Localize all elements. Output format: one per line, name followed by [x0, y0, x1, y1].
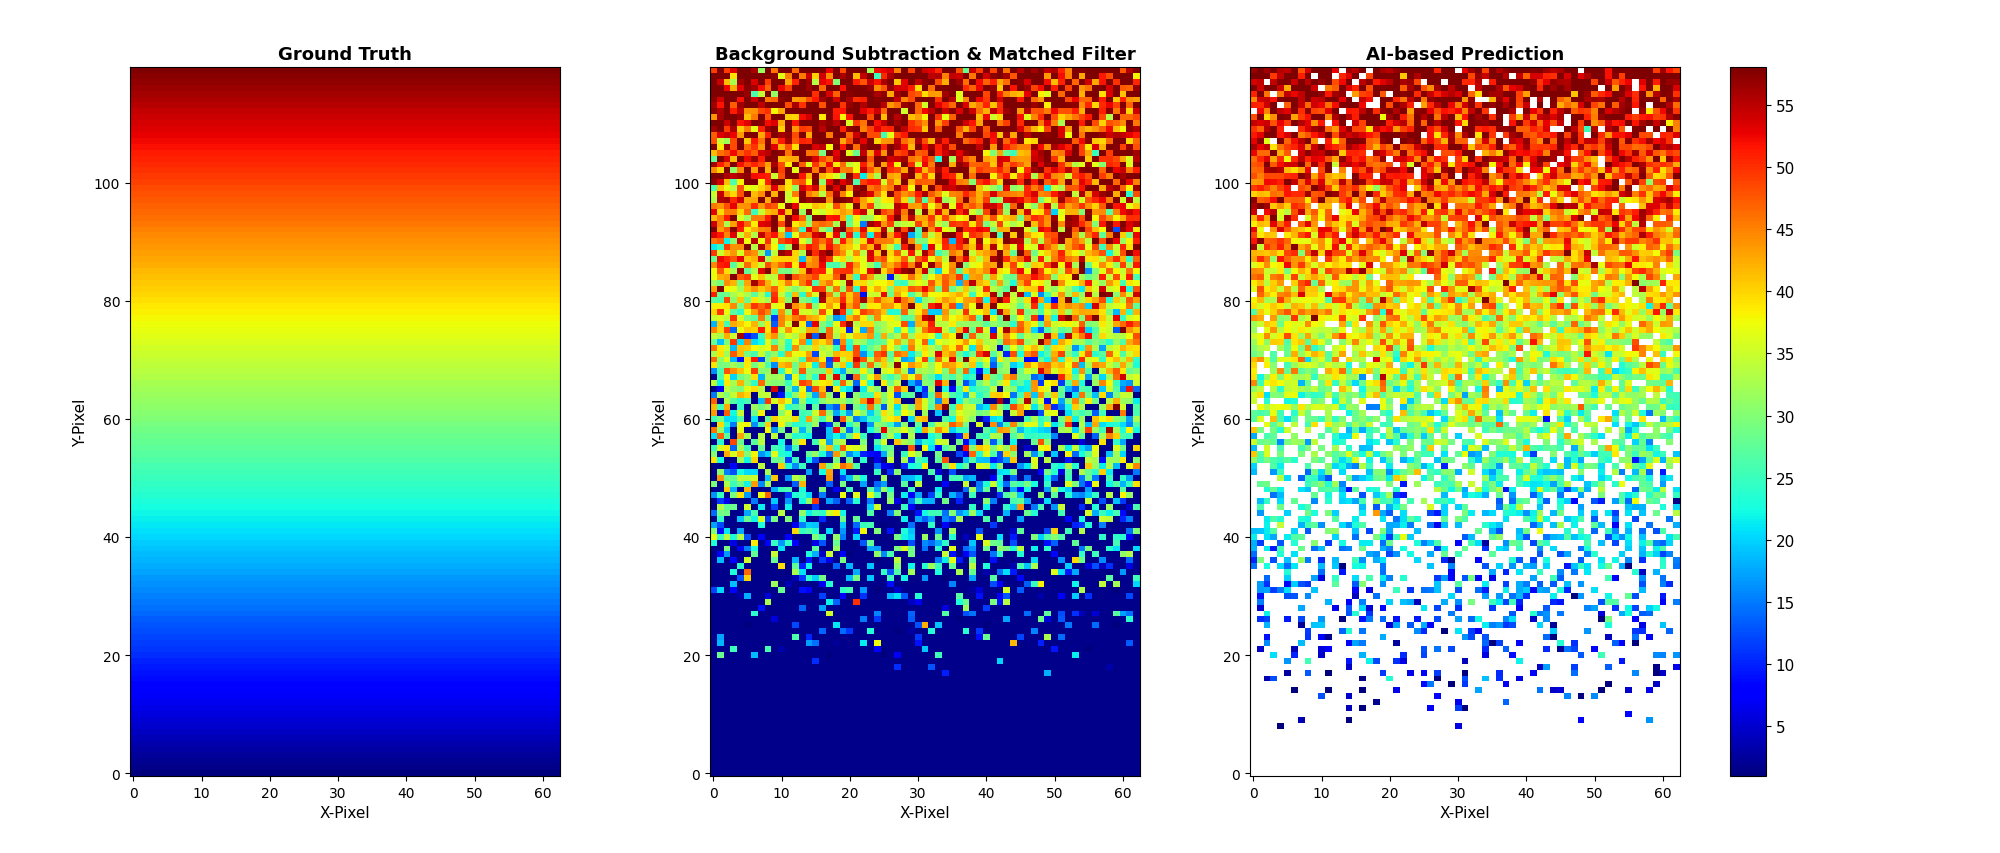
- Title: Background Subtraction & Matched Filter: Background Subtraction & Matched Filter: [714, 46, 1136, 64]
- Y-axis label: Y-Pixel: Y-Pixel: [1194, 398, 1208, 446]
- Title: Ground Truth: Ground Truth: [278, 46, 412, 64]
- X-axis label: X-Pixel: X-Pixel: [900, 805, 950, 821]
- Y-axis label: Y-Pixel: Y-Pixel: [74, 398, 88, 446]
- Title: AI-based Prediction: AI-based Prediction: [1366, 46, 1564, 64]
- Y-axis label: Y-Pixel: Y-Pixel: [654, 398, 668, 446]
- X-axis label: X-Pixel: X-Pixel: [320, 805, 370, 821]
- X-axis label: X-Pixel: X-Pixel: [1440, 805, 1490, 821]
